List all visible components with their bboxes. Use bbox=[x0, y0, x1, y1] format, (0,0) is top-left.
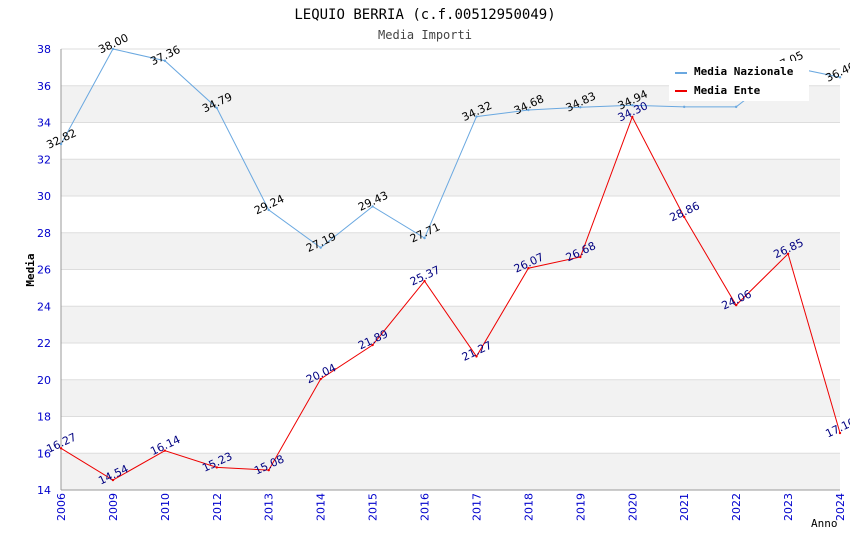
chart-axes bbox=[60, 49, 840, 491]
data-point-media-ente bbox=[734, 303, 738, 307]
grid-lines bbox=[61, 48, 840, 491]
data-point-media-nazionale bbox=[579, 106, 582, 109]
y-axis-label: Media bbox=[24, 253, 37, 286]
x-tick-label: 2013 bbox=[263, 493, 276, 521]
data-point-media-ente bbox=[59, 447, 63, 450]
y-tick-label: 26 bbox=[37, 264, 51, 277]
data-point-media-nazionale bbox=[59, 142, 63, 146]
data-point-media-nazionale bbox=[319, 246, 322, 249]
x-tick-label: 2017 bbox=[470, 493, 483, 521]
data-label-media-ente: 28.86 bbox=[668, 199, 702, 224]
chart-title: LEQUIO BERRIA (c.f.00512950049) bbox=[294, 7, 555, 23]
data-point-media-ente bbox=[579, 255, 582, 259]
x-tick-label: 2018 bbox=[522, 493, 535, 521]
y-tick-label: 32 bbox=[37, 153, 51, 166]
y-tick-label: 34 bbox=[37, 117, 51, 130]
x-axis-label: Anno bbox=[811, 517, 838, 530]
data-point-media-ente bbox=[319, 377, 322, 381]
series-line-media-nazionale bbox=[60, 48, 841, 249]
data-point-media-nazionale bbox=[734, 105, 738, 109]
x-tick-label: 2016 bbox=[419, 493, 432, 521]
data-point-media-nazionale bbox=[371, 205, 374, 208]
x-tick-label: 2022 bbox=[730, 493, 743, 521]
x-tick-label: 2015 bbox=[367, 493, 380, 521]
legend-label-media-ente: Media Ente bbox=[694, 84, 761, 97]
grid-band bbox=[61, 232, 840, 270]
data-point-media-nazionale bbox=[163, 59, 167, 62]
grid-band bbox=[61, 379, 840, 417]
legend-label-media-nazionale: Media Nazionale bbox=[694, 65, 794, 78]
data-label-media-nazionale: 36.46 bbox=[823, 60, 850, 85]
data-point-media-ente bbox=[267, 468, 270, 472]
data-point-media-nazionale bbox=[423, 236, 426, 240]
data-label-media-ente: 16.27 bbox=[44, 431, 78, 456]
y-tick-labels: 14 16 18 20 22 24 26 28 30 32 34 36 38 bbox=[37, 43, 51, 497]
data-point-media-ente bbox=[475, 355, 478, 358]
data-point-media-ente bbox=[683, 215, 686, 219]
series-line-media-ente bbox=[60, 115, 841, 481]
data-point-media-nazionale bbox=[111, 47, 115, 51]
chart-subtitle: Media Importi bbox=[378, 28, 472, 42]
data-point-media-ente bbox=[215, 466, 218, 469]
series-lines bbox=[59, 47, 842, 482]
data-label-media-nazionale: 37.36 bbox=[148, 43, 182, 68]
y-tick-label: 36 bbox=[37, 80, 51, 93]
x-tick-label: 2020 bbox=[626, 493, 639, 521]
data-point-media-nazionale bbox=[631, 104, 634, 107]
data-point-media-nazionale bbox=[527, 108, 530, 112]
x-tick-label: 2012 bbox=[211, 493, 224, 521]
y-tick-label: 16 bbox=[37, 447, 51, 460]
data-point-media-nazionale bbox=[475, 115, 478, 118]
y-tick-label: 14 bbox=[37, 484, 51, 497]
x-tick-label: 2006 bbox=[55, 493, 68, 521]
legend-box bbox=[669, 61, 809, 101]
x-tick-labels: 2006 2009 2010 2012 2013 2014 2015 2016 2017 2018… bbox=[55, 493, 847, 521]
y-tick-label: 24 bbox=[37, 300, 51, 313]
data-point-media-nazionale bbox=[215, 106, 218, 110]
y-tick-label: 20 bbox=[37, 374, 51, 387]
chart-legend: Media Nazionale Media Ente bbox=[669, 61, 809, 101]
data-point-media-ente bbox=[423, 279, 426, 283]
y-tick-label: 28 bbox=[37, 227, 51, 240]
grid-band bbox=[61, 453, 840, 490]
x-tick-label: 2021 bbox=[678, 493, 691, 521]
x-tick-label: 2009 bbox=[107, 493, 120, 521]
y-tick-label: 18 bbox=[37, 411, 51, 424]
y-tick-label: 22 bbox=[37, 337, 51, 350]
x-tick-label: 2010 bbox=[159, 493, 172, 521]
data-point-media-nazionale bbox=[838, 76, 842, 79]
y-tick-label: 30 bbox=[37, 190, 51, 203]
grid-band bbox=[61, 306, 840, 343]
data-point-media-ente bbox=[838, 431, 842, 435]
data-point-media-ente bbox=[371, 343, 374, 347]
data-point-media-ente bbox=[163, 449, 167, 452]
y-tick-label: 38 bbox=[37, 43, 51, 56]
data-label-media-nazionale: 38.00 bbox=[96, 31, 130, 56]
x-tick-label: 2014 bbox=[315, 493, 328, 521]
data-point-media-ente bbox=[786, 252, 790, 256]
data-point-media-ente bbox=[111, 478, 115, 482]
x-tick-label: 2019 bbox=[574, 493, 587, 521]
data-point-media-ente bbox=[527, 267, 530, 270]
grid-bands bbox=[61, 85, 840, 490]
data-point-media-nazionale bbox=[267, 208, 270, 212]
data-label-media-ente: 17.10 bbox=[823, 415, 850, 440]
data-point-media-nazionale bbox=[683, 105, 686, 109]
data-label-media-nazionale: 32.82 bbox=[44, 126, 78, 151]
x-tick-label: 2023 bbox=[782, 493, 795, 521]
x-tick-label: 2024 bbox=[834, 493, 847, 521]
data-point-media-ente bbox=[631, 115, 634, 119]
